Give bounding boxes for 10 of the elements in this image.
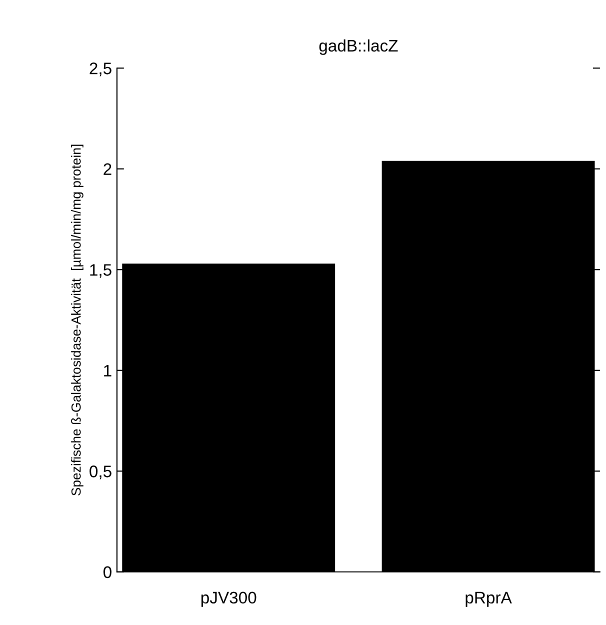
x-tick-label: pRprA [466,592,512,607]
y-tick-label: 1 [104,364,112,376]
y-tick-label: 0 [103,566,112,578]
x-tick-label: pJV300 [201,592,256,607]
y-tick-label: 2 [104,163,112,175]
y-tick-label: 2,5 [90,62,112,76]
y-tick-label: 0,5 [90,466,112,480]
y-tick-label: 1,5 [90,264,112,278]
y-axis-title: Spezifische ß-Galaktosidase-Aktivität [µmol/min/mg protein] [71,144,84,496]
chart-title: gadB::lacZ [319,39,398,55]
